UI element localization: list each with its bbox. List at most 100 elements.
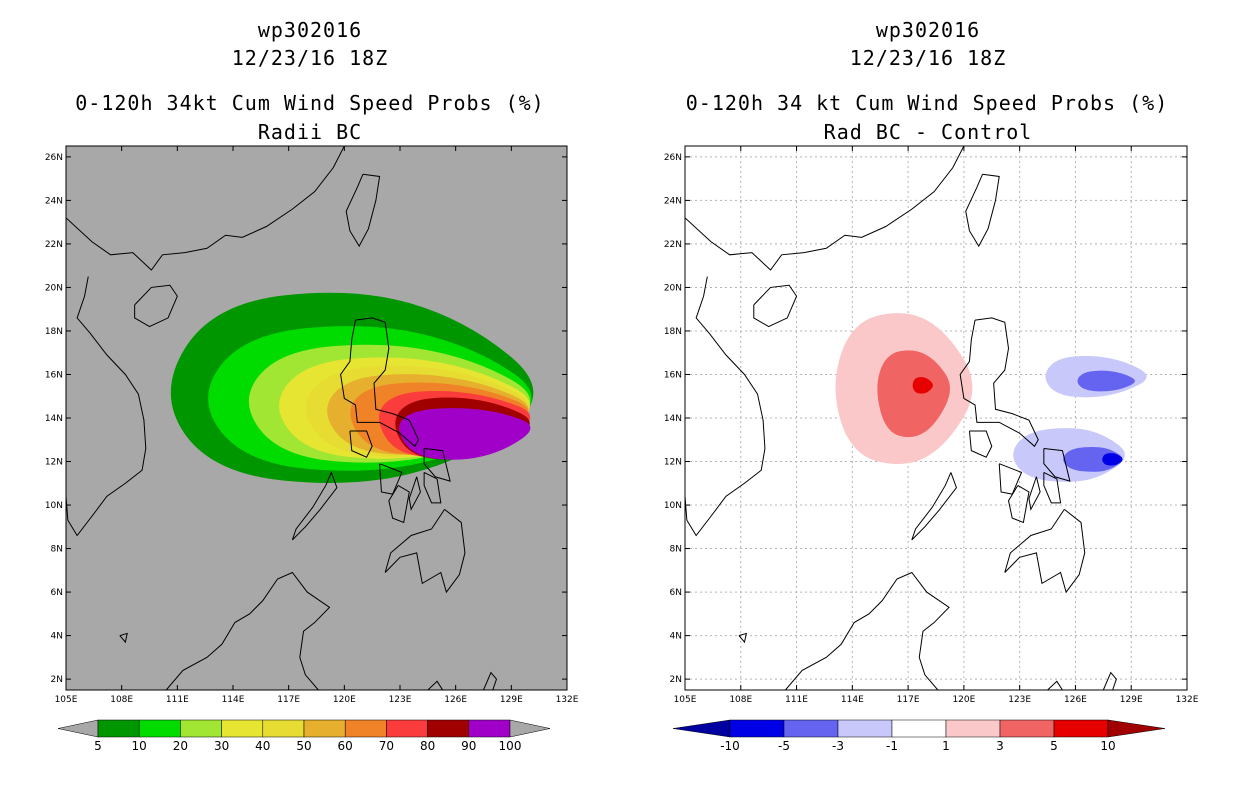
y-tick-label: 2N: [670, 675, 682, 685]
legend-swatch: [468, 719, 511, 738]
legend-label: 30: [214, 739, 229, 753]
palawan-island: [911, 472, 958, 541]
x-tick-label: 126E: [1064, 695, 1087, 705]
contour-level-5: [912, 377, 933, 394]
y-tick-label: 16N: [664, 370, 682, 380]
y-tick-label: 10N: [664, 501, 682, 511]
vietnam-coast: [685, 276, 766, 537]
legend-swatch: [303, 719, 346, 738]
x-tick-label: 129E: [500, 695, 523, 705]
right-date: 12/23/16 18Z: [849, 46, 1007, 70]
legend-label: 20: [173, 739, 188, 753]
borneo-coast: [785, 571, 950, 690]
legend-label: 100: [499, 739, 522, 753]
y-tick-label: 2N: [51, 675, 63, 685]
sulawesi-coast: [1047, 680, 1063, 690]
legend-label: 40: [255, 739, 270, 753]
contour-level--3: [1063, 446, 1123, 472]
halmahera-coast: [483, 671, 498, 690]
legend-swatch: [221, 719, 264, 738]
y-tick-label: 22N: [664, 240, 682, 250]
cebu-island: [408, 476, 421, 511]
legend-label: 1: [942, 739, 950, 753]
legend-low-arrow: [672, 719, 731, 738]
legend-swatch: [262, 719, 305, 738]
y-tick-label: 26N: [45, 153, 63, 163]
legend-low-arrow: [57, 719, 99, 738]
cebu-island: [1028, 476, 1041, 511]
contour-level-3: [877, 350, 950, 438]
sulawesi-coast: [427, 680, 444, 690]
y-tick-label: 20N: [664, 283, 682, 293]
x-tick-label: 117E: [897, 695, 920, 705]
negros-island: [388, 485, 410, 524]
legend-swatch: [999, 719, 1055, 738]
left-storm-id: wp302016: [257, 18, 363, 42]
y-tick-label: 26N: [664, 153, 682, 163]
y-tick-label: 12N: [45, 458, 63, 468]
legend-swatch: [386, 719, 428, 738]
right-title: 0-120h 34 kt Cum Wind Speed Probs (%): [685, 91, 1169, 115]
x-tick-label: 114E: [841, 695, 864, 705]
x-tick-label: 105E: [55, 695, 78, 705]
taiwan-island: [345, 173, 381, 248]
natuna-island: [119, 632, 128, 644]
leyte-island: [423, 471, 442, 504]
indochina-coast: [685, 146, 965, 271]
taiwan-island: [965, 173, 1000, 248]
left-title: 0-120h 34kt Cum Wind Speed Probs (%): [75, 91, 545, 115]
x-tick-label: 132E: [1176, 695, 1199, 705]
y-tick-label: 10N: [45, 501, 63, 511]
y-tick-label: 22N: [45, 240, 63, 250]
luzon-island: [959, 317, 1039, 448]
y-tick-label: 20N: [45, 283, 63, 293]
mindanao-island: [1004, 508, 1086, 594]
mindanao-island: [384, 508, 466, 594]
legend-swatch: [729, 719, 785, 738]
y-tick-label: 6N: [670, 588, 682, 598]
legend-label: -10: [720, 739, 740, 753]
y-tick-label: 12N: [664, 458, 682, 468]
legend-label: 80: [420, 739, 435, 753]
x-tick-label: 111E: [785, 695, 808, 705]
x-tick-label: 129E: [1120, 695, 1143, 705]
legend-swatch: [1053, 719, 1109, 738]
y-tick-label: 24N: [45, 196, 63, 206]
indochina-coast: [66, 146, 345, 271]
halmahera-coast: [1102, 671, 1117, 690]
y-tick-label: 14N: [45, 414, 63, 424]
y-tick-label: 24N: [664, 196, 682, 206]
x-tick-label: 111E: [166, 695, 189, 705]
legend-label: 70: [379, 739, 394, 753]
legend-label: 90: [461, 739, 476, 753]
right-storm-id: wp302016: [875, 18, 981, 42]
x-tick-label: 132E: [556, 695, 579, 705]
legend-swatch: [427, 719, 470, 738]
y-tick-label: 16N: [45, 370, 63, 380]
x-tick-label: 117E: [277, 695, 300, 705]
palawan-island: [291, 472, 338, 541]
y-tick-label: 14N: [664, 414, 682, 424]
x-tick-label: 105E: [674, 695, 697, 705]
left-subtitle: Radii BC: [257, 120, 363, 144]
x-tick-label: 108E: [110, 695, 133, 705]
mindoro-island: [968, 430, 993, 458]
legend-swatch: [138, 719, 181, 738]
leyte-island: [1043, 471, 1062, 504]
contour-level--3: [1077, 370, 1135, 392]
legend-label: 5: [94, 739, 102, 753]
mindoro-island: [349, 430, 373, 458]
legend-swatch: [945, 719, 1001, 738]
right-difference-map: 105E 108E 111E 114E 117E 120E 123E 126E 129E 132E…: [664, 145, 1199, 753]
x-tick-label: 114E: [222, 695, 245, 705]
legend-label: 3: [996, 739, 1004, 753]
legend-label: 60: [338, 739, 353, 753]
y-tick-label: 4N: [51, 632, 63, 642]
malay-coast: [66, 678, 67, 680]
legend-label: 50: [296, 739, 311, 753]
contour-level--5: [1102, 453, 1123, 466]
x-tick-label: 123E: [389, 695, 412, 705]
samar-island: [423, 447, 451, 482]
legend-label: -5: [778, 739, 790, 753]
samar-island: [1043, 447, 1071, 482]
